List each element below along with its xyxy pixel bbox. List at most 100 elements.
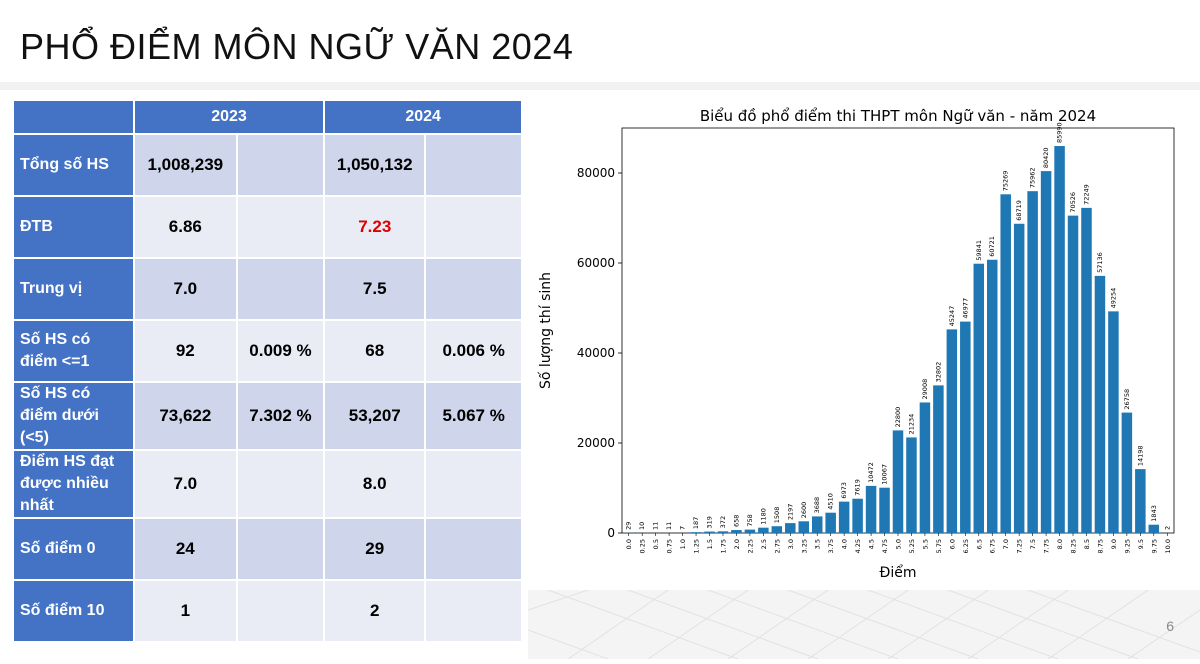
chart-title: Biểu đồ phổ điểm thi THPT môn Ngữ văn - …: [700, 107, 1096, 125]
bar-value-label: 319: [706, 516, 714, 528]
table-row: Số HS có điểm dưới (<5) 73,622 7.302 % 5…: [14, 383, 521, 449]
value-2024: 68: [325, 321, 424, 381]
bar-value-label: 658: [732, 515, 740, 527]
table-row: Số điểm 0 24 29: [14, 519, 521, 579]
row-label: Số điểm 10: [14, 581, 133, 641]
y-axis-label: Số lượng thí sinh: [537, 272, 554, 389]
x-tick-label: 9.5: [1137, 539, 1145, 549]
x-tick-label: 5.0: [895, 539, 903, 549]
bar-value-label: 7619: [854, 479, 862, 496]
bar: [866, 486, 877, 533]
score-distribution-chart: Biểu đồ phổ điểm thi THPT môn Ngữ văn - …: [528, 100, 1200, 590]
floor-grid-decoration: [528, 590, 1200, 659]
x-tick-label: 4.0: [841, 539, 849, 549]
x-tick-label: 5.25: [908, 539, 916, 553]
y-tick-label: 0: [607, 526, 615, 540]
x-tick-label: 0.0: [625, 539, 633, 549]
table-row: Điểm HS đạt được nhiều nhất 7.0 8.0: [14, 451, 521, 517]
bar-value-label: 59841: [975, 240, 983, 261]
bar: [852, 499, 863, 533]
bar-value-label: 10: [638, 522, 646, 530]
x-tick-label: 3.0: [787, 539, 795, 549]
percent-2023: 7.302 %: [238, 383, 323, 449]
x-tick-label: 7.25: [1016, 539, 1024, 553]
bar: [1000, 194, 1011, 533]
percent-2024: 5.067 %: [426, 383, 521, 449]
bar-value-label: 11: [652, 522, 660, 530]
bar: [1014, 224, 1025, 533]
bar-value-label: 21234: [907, 414, 915, 435]
bar-value-label: 2197: [786, 504, 794, 521]
row-label: Số HS có điểm dưới (<5): [14, 383, 133, 449]
value-2023: 6.86: [135, 197, 236, 257]
x-tick-label: 1.75: [719, 539, 727, 553]
x-tick-label: 7.75: [1043, 539, 1051, 553]
bar: [947, 329, 958, 533]
x-tick-label: 0.5: [652, 539, 660, 549]
x-tick-label: 1.5: [706, 539, 714, 549]
x-tick-label: 8.0: [1056, 539, 1064, 549]
x-tick-label: 8.5: [1083, 539, 1091, 549]
bar-value-label: 85990: [1056, 122, 1064, 143]
bar-value-label: 1843: [1150, 505, 1158, 522]
bar-value-label: 7: [679, 526, 687, 530]
x-tick-label: 0.25: [639, 539, 647, 553]
bar-value-label: 2600: [800, 502, 808, 519]
percent-2024: [426, 519, 521, 579]
table-row: Số HS có điểm <=1 92 0.009 % 68 0.006 %: [14, 321, 521, 381]
bar-value-label: 45247: [948, 306, 956, 327]
table-row: Tổng số HS 1,008,239 1,050,132: [14, 135, 521, 195]
header-2023: 2023: [135, 101, 323, 133]
row-label: Số điểm 0: [14, 519, 133, 579]
x-tick-label: 0.75: [666, 539, 674, 553]
table-row: ĐTB 6.86 7.23: [14, 197, 521, 257]
bar-value-label: 29008: [921, 379, 929, 400]
bar: [987, 260, 998, 533]
bar: [812, 516, 823, 533]
x-axis-label: Điểm: [880, 564, 917, 581]
x-tick-label: 2.0: [733, 539, 741, 549]
y-tick-label: 60000: [577, 256, 615, 270]
x-tick-label: 8.75: [1096, 539, 1104, 553]
bar: [1041, 171, 1052, 533]
table-row: Trung vị 7.0 7.5: [14, 259, 521, 319]
x-tick-label: 6.75: [989, 539, 997, 553]
value-2024: 8.0: [325, 451, 424, 517]
bar: [718, 531, 729, 533]
bar: [758, 528, 769, 533]
bar-value-label: 60721: [988, 236, 996, 257]
value-2024: 29: [325, 519, 424, 579]
bar-value-label: 75269: [1002, 171, 1010, 192]
y-tick-label: 80000: [577, 166, 615, 180]
x-tick-label: 8.25: [1070, 539, 1078, 553]
bar: [893, 430, 904, 533]
bar-value-label: 372: [719, 516, 727, 528]
bar-value-label: 1180: [759, 508, 767, 525]
x-tick-label: 4.25: [854, 539, 862, 553]
percent-2023: [238, 197, 323, 257]
bar-value-label: 4510: [827, 493, 835, 510]
value-2023: 1: [135, 581, 236, 641]
bar: [1068, 216, 1079, 533]
x-tick-label: 7.0: [1002, 539, 1010, 549]
percent-2023: [238, 135, 323, 195]
x-tick-label: 2.25: [746, 539, 754, 553]
slide-title: PHỔ ĐIỂM MÔN NGỮ VĂN 2024: [20, 26, 573, 68]
bar-value-label: 11: [665, 522, 673, 530]
bar: [879, 488, 890, 533]
x-tick-label: 5.75: [935, 539, 943, 553]
percent-2024: 0.006 %: [426, 321, 521, 381]
x-tick-label: 3.5: [814, 539, 822, 549]
x-tick-label: 2.5: [760, 539, 768, 549]
chart-svg: Biểu đồ phổ điểm thi THPT môn Ngữ văn - …: [528, 100, 1200, 590]
bar-value-label: 3688: [813, 497, 821, 514]
bar: [1122, 413, 1133, 533]
bar-value-label: 57136: [1096, 252, 1104, 273]
title-underline: [0, 82, 1200, 90]
bar: [1095, 276, 1106, 533]
bar-value-label: 46977: [961, 298, 969, 319]
percent-2024: [426, 451, 521, 517]
header-2024: 2024: [325, 101, 521, 133]
x-tick-label: 10.0: [1164, 539, 1172, 553]
row-label: ĐTB: [14, 197, 133, 257]
